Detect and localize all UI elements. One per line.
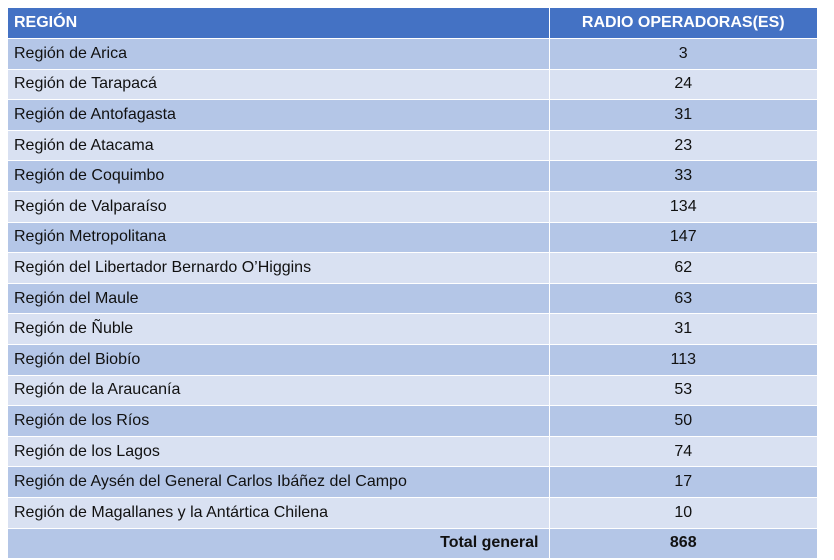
count-cell: 62 — [548, 252, 817, 284]
count-cell: 23 — [548, 130, 817, 162]
region-cell: Región del Biobío — [8, 344, 549, 376]
table-body: Región de Arica 3 Región de Tarapacá 24 … — [8, 38, 817, 529]
region-cell: Región de Coquimbo — [8, 160, 549, 192]
count-cell: 3 — [548, 38, 817, 70]
region-cell: Región del Maule — [8, 283, 549, 315]
total-label: Total general — [8, 528, 549, 558]
table-footer: Total general 868 — [8, 528, 817, 558]
count-cell: 147 — [548, 222, 817, 254]
table-row: Región de Aysén del General Carlos Ibáñe… — [8, 466, 817, 498]
header-region: REGIÓN — [8, 8, 549, 39]
region-cell: Región de Arica — [8, 38, 549, 70]
region-cell: Región de la Araucanía — [8, 375, 549, 407]
region-cell: Región de Tarapacá — [8, 69, 549, 101]
region-cell: Región de Antofagasta — [8, 99, 549, 131]
count-cell: 10 — [548, 497, 817, 529]
count-cell: 113 — [548, 344, 817, 376]
table-row: Región de Atacama 23 — [8, 130, 817, 162]
table-row: Región de Magallanes y la Antártica Chil… — [8, 497, 817, 529]
count-cell: 53 — [548, 375, 817, 407]
region-cell: Región de Valparaíso — [8, 191, 549, 223]
table-header: REGIÓN RADIO OPERADORAS(ES) — [8, 8, 817, 39]
region-cell: Región de los Lagos — [8, 436, 549, 468]
count-cell: 24 — [548, 69, 817, 101]
region-cell: Región Metropolitana — [8, 222, 549, 254]
region-cell: Región de Ñuble — [8, 313, 549, 345]
table-row: Región del Maule 63 — [8, 283, 817, 315]
total-value: 868 — [548, 528, 817, 558]
table-row: Región de Antofagasta 31 — [8, 99, 817, 131]
header-radio-operators: RADIO OPERADORAS(ES) — [548, 8, 817, 39]
table-row: Región de Tarapacá 24 — [8, 69, 817, 101]
count-cell: 74 — [548, 436, 817, 468]
table-row: Región de Coquimbo 33 — [8, 160, 817, 192]
radio-operators-table: REGIÓN RADIO OPERADORAS(ES) Región de Ar… — [8, 8, 817, 558]
count-cell: 31 — [548, 313, 817, 345]
table-row: Región de Valparaíso 134 — [8, 191, 817, 223]
table-row: Región de Ñuble 31 — [8, 313, 817, 345]
radio-operators-table-container: REGIÓN RADIO OPERADORAS(ES) Región de Ar… — [8, 8, 817, 558]
count-cell: 33 — [548, 160, 817, 192]
table-row: Región de los Lagos 74 — [8, 436, 817, 468]
count-cell: 50 — [548, 405, 817, 437]
table-row: Región de los Ríos 50 — [8, 405, 817, 437]
total-row: Total general 868 — [8, 528, 817, 558]
table-row: Región Metropolitana 147 — [8, 222, 817, 254]
region-cell: Región de Magallanes y la Antártica Chil… — [8, 497, 549, 529]
count-cell: 134 — [548, 191, 817, 223]
region-cell: Región del Libertador Bernardo O’Higgins — [8, 252, 549, 284]
header-row: REGIÓN RADIO OPERADORAS(ES) — [8, 8, 817, 39]
table-row: Región de la Araucanía 53 — [8, 375, 817, 407]
table-row: Región de Arica 3 — [8, 38, 817, 70]
count-cell: 31 — [548, 99, 817, 131]
region-cell: Región de Aysén del General Carlos Ibáñe… — [8, 466, 549, 498]
count-cell: 17 — [548, 466, 817, 498]
count-cell: 63 — [548, 283, 817, 315]
region-cell: Región de los Ríos — [8, 405, 549, 437]
region-cell: Región de Atacama — [8, 130, 549, 162]
table-row: Región del Libertador Bernardo O’Higgins… — [8, 252, 817, 284]
table-row: Región del Biobío 113 — [8, 344, 817, 376]
